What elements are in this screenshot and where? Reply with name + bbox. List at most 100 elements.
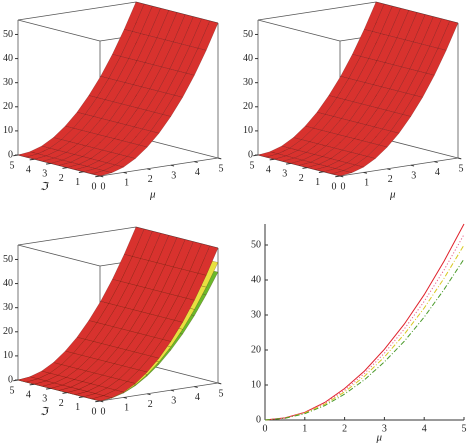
surface-patch	[281, 157, 304, 164]
surface-patch	[145, 90, 167, 113]
y-tick-label: 3	[42, 394, 47, 405]
x-tick	[434, 161, 438, 163]
x-tick	[217, 382, 222, 385]
x-tick	[217, 157, 222, 160]
y-tick	[95, 175, 101, 178]
x-tick-label: 1	[124, 403, 129, 414]
surface-patch	[17, 151, 39, 158]
surface-patch	[402, 95, 423, 117]
x-tick-label: 1	[364, 178, 369, 189]
x-axis-label: μ	[389, 189, 396, 201]
box-edge	[17, 19, 101, 42]
surface-patch	[161, 41, 182, 70]
surface-patch	[382, 112, 403, 132]
box-edge	[17, 244, 101, 267]
surface-patch	[69, 130, 91, 145]
surface-patch	[345, 122, 367, 139]
y-tick-label: 20	[251, 344, 261, 355]
surface-patch	[322, 147, 344, 159]
surface-patch	[401, 41, 422, 70]
x-tick-label: 2	[388, 174, 393, 185]
y-tick-label: 0	[256, 414, 261, 425]
surface-patch	[425, 48, 447, 76]
z-tick-label: 0	[248, 149, 253, 160]
y-tick-label: 5	[10, 160, 15, 171]
series-line	[264, 234, 465, 421]
y-tick-label: 1	[75, 177, 80, 188]
x-tick-label: 4	[422, 423, 427, 434]
y-tick-label: 2	[59, 173, 64, 184]
surface-patch	[324, 97, 346, 117]
surface-patch	[162, 95, 183, 117]
y-tick	[62, 392, 68, 394]
x-tick-label: 0	[341, 181, 346, 192]
y-tick-label: 50	[251, 239, 261, 250]
box-edge	[339, 157, 459, 177]
y-tick-label: 10	[251, 379, 261, 390]
surface-patch	[45, 150, 67, 159]
surface-patch	[129, 86, 151, 109]
x-tick-label: 0	[101, 181, 106, 192]
y-tick	[286, 162, 291, 165]
surface-patch	[104, 80, 126, 103]
y-tick-label: 3	[42, 169, 47, 180]
y-tick	[78, 171, 84, 174]
x-tick-label: 2	[148, 399, 153, 410]
series-line	[264, 258, 465, 421]
surface-patch	[64, 112, 86, 129]
x-tick-label: 5	[462, 423, 467, 434]
box-edge	[257, 1, 377, 21]
surface-patch	[85, 359, 107, 374]
surface-patch	[364, 60, 386, 85]
x-tick-label: 3	[171, 170, 176, 181]
surface-patch	[380, 5, 401, 36]
surface-patch	[326, 160, 348, 169]
x-tick	[457, 157, 462, 160]
surface-patch	[41, 157, 64, 164]
y-tick	[318, 171, 324, 174]
surface-patch	[85, 134, 107, 149]
surface-patch	[86, 160, 108, 169]
surface-patch	[310, 156, 332, 165]
surface-patch	[125, 107, 147, 128]
z-tick-label: 40	[243, 53, 253, 64]
z-tick-label: 20	[3, 101, 13, 112]
surface-patch	[290, 159, 312, 166]
surface-patch	[384, 37, 406, 66]
z-tick-label: 40	[3, 53, 13, 64]
surface-patch	[29, 145, 51, 155]
x-tick	[339, 175, 344, 178]
z-tick-label: 10	[3, 350, 13, 361]
surface-patch	[185, 273, 207, 301]
surface-patch	[366, 144, 388, 159]
surface-patch	[114, 124, 135, 142]
surface-patch	[302, 154, 324, 163]
x-tick-label: 5	[219, 388, 224, 399]
surface-patch	[61, 127, 82, 142]
surface-patch	[304, 112, 326, 129]
surface-patch	[414, 72, 435, 98]
surface-patch	[363, 1, 385, 32]
surface-patch	[421, 16, 442, 47]
y-tick-label: 4	[26, 164, 31, 175]
y-tick	[95, 400, 101, 403]
surface-patch	[344, 80, 366, 103]
y-tick-label: 4	[266, 164, 271, 175]
surface-patch	[86, 385, 108, 394]
surface-patch	[62, 154, 84, 163]
y-tick-label: 1	[315, 177, 320, 188]
surface-patch	[381, 64, 402, 90]
surface-patch	[154, 92, 175, 115]
surface-patch	[81, 116, 102, 133]
surface-patch	[331, 170, 353, 177]
y-tick	[29, 158, 35, 161]
z-tick-label: 30	[243, 77, 253, 88]
surface-patch	[74, 166, 97, 173]
x-tick-label: 5	[459, 163, 464, 174]
x-tick	[99, 400, 104, 403]
surface-patch	[321, 116, 342, 133]
surface-patch	[257, 151, 279, 158]
y-axis-label: ℑ	[40, 181, 50, 193]
x-tick	[387, 168, 391, 171]
x-tick	[410, 164, 415, 167]
